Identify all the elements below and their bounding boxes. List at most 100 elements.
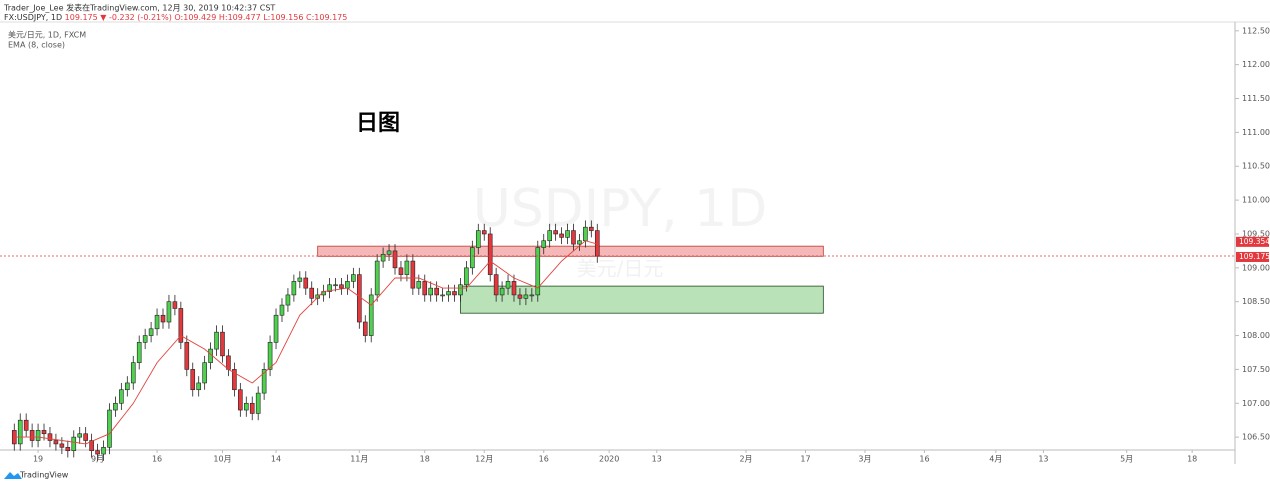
candle-body <box>440 294 445 297</box>
candle-body <box>214 331 219 350</box>
x-tick-label: 18 <box>420 455 430 464</box>
candle-body <box>130 362 136 384</box>
candle-body <box>172 301 178 309</box>
candle-body <box>541 240 547 248</box>
y-tick-label: 109.000 <box>1242 263 1270 272</box>
candle-body <box>89 440 94 451</box>
candle-body <box>255 392 261 414</box>
candle-body <box>249 402 255 414</box>
candle-body <box>547 230 552 242</box>
candle-body <box>303 277 309 289</box>
candle-body <box>434 287 439 296</box>
candle-body <box>374 260 380 296</box>
candle-body <box>517 294 523 299</box>
x-tick-label: 13 <box>1038 455 1048 464</box>
y-tick-label: 109.500 <box>1242 229 1270 238</box>
price-label: 109.175 <box>1239 252 1270 261</box>
y-tick-label: 108.000 <box>1242 331 1270 340</box>
y-tick-label: 106.500 <box>1242 433 1270 442</box>
candle-body <box>273 314 279 343</box>
y-tick-label: 111.000 <box>1242 128 1270 137</box>
candle-body <box>77 433 83 438</box>
candle-body <box>452 291 457 296</box>
candle-body <box>362 321 368 336</box>
candle-body <box>285 294 291 306</box>
candle-body <box>333 284 338 287</box>
x-tick-label: 2020 <box>599 455 619 464</box>
candle-body <box>125 382 130 391</box>
candle-body <box>571 230 576 245</box>
candle-body <box>368 294 374 336</box>
candle-body <box>279 304 285 316</box>
candle-body <box>297 277 303 282</box>
candle-body <box>398 267 404 275</box>
candle-body <box>589 226 594 231</box>
candle-body <box>464 267 469 286</box>
x-tick-label: 13 <box>652 455 662 464</box>
candle-body <box>178 308 184 343</box>
y-tick-label: 110.500 <box>1242 162 1270 171</box>
candle-body <box>136 342 142 363</box>
watermark-sub: 美元/日元 <box>577 257 664 281</box>
candle-body <box>475 230 481 248</box>
candle-body <box>35 430 41 441</box>
candle-body <box>446 291 451 296</box>
y-tick-label: 108.500 <box>1242 297 1270 306</box>
candle-body <box>17 419 23 445</box>
zone <box>317 245 824 257</box>
y-tick-label: 112.500 <box>1242 26 1270 35</box>
candle-body <box>160 314 166 323</box>
candle-body <box>71 436 77 451</box>
x-tick-label: 16 <box>152 455 162 464</box>
symbol-line: FX:USDJPY, 1D 109.175 ▼ -0.232 (-0.21%) … <box>4 13 347 22</box>
brand-name: TradingView <box>19 471 69 480</box>
candle-body <box>553 230 558 235</box>
annotation: 日图 <box>356 111 400 136</box>
author-line: Trader_Joe_Lee 发表在TradingView.com, 12月 3… <box>3 3 275 13</box>
x-tick-label: 11月 <box>350 455 368 464</box>
candle-body <box>505 281 511 289</box>
brand: TradingView <box>4 471 69 480</box>
candle-body <box>577 240 582 245</box>
candle-body <box>481 230 487 235</box>
candle-body <box>29 430 35 441</box>
candle-body <box>309 287 315 299</box>
candle-body <box>493 274 499 296</box>
candle-body <box>487 233 493 275</box>
candle-body <box>345 281 350 289</box>
candle-body <box>523 294 529 299</box>
candle-body <box>392 250 398 269</box>
candle-body <box>470 247 475 269</box>
candle-body <box>196 382 201 391</box>
candle-body <box>458 284 463 296</box>
candle-body <box>220 331 225 357</box>
candle-body <box>351 274 356 282</box>
x-tick-label: 16 <box>539 455 549 464</box>
y-tick-label: 110.000 <box>1242 196 1270 205</box>
candle-body <box>380 253 386 262</box>
ema-line <box>14 240 598 445</box>
candle-body <box>357 274 362 323</box>
candle-body <box>315 294 320 299</box>
candle-body <box>59 443 65 448</box>
candle-body <box>41 430 47 435</box>
x-tick-label: 19 <box>33 455 43 464</box>
candle-body <box>565 230 570 238</box>
candle-body <box>261 369 267 394</box>
candle-body <box>202 362 207 384</box>
x-tick-label: 14 <box>271 455 281 464</box>
candle-body <box>119 389 124 404</box>
candle-body <box>113 402 118 411</box>
price-label: 109.354 <box>1239 237 1270 246</box>
y-tick-label: 112.000 <box>1242 60 1270 69</box>
candle-body <box>23 419 29 431</box>
candle-body <box>184 342 190 370</box>
x-tick-label: 5月 <box>1120 455 1133 464</box>
candle-body <box>404 260 410 275</box>
symbol: FX:USDJPY, 1D <box>4 13 62 22</box>
candle-body <box>416 281 422 289</box>
x-tick-label: 18 <box>1187 455 1197 464</box>
candle-body <box>386 250 392 255</box>
